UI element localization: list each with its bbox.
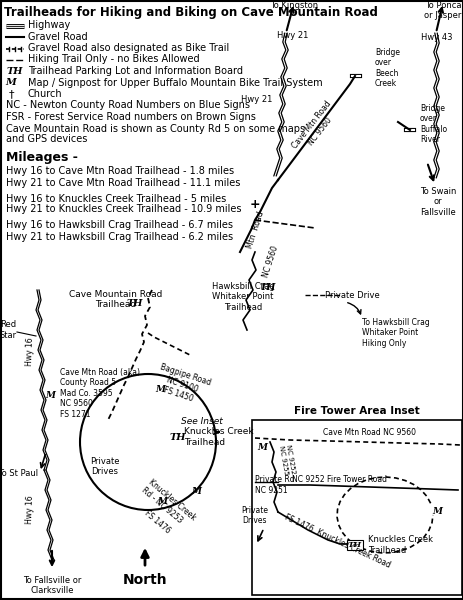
- Text: Map / Signpost for Upper Buffalo Mountain Bike Trail System: Map / Signpost for Upper Buffalo Mountai…: [28, 77, 322, 88]
- Text: Cave Mtn Road
NC 9560: Cave Mtn Road NC 9560: [290, 99, 341, 157]
- Text: TH: TH: [259, 283, 275, 292]
- Text: NC 9252 Fire Tower Road: NC 9252 Fire Tower Road: [292, 475, 387, 484]
- Text: TH: TH: [169, 433, 186, 442]
- Text: Trailhead Parking Lot and Information Board: Trailhead Parking Lot and Information Bo…: [28, 66, 243, 76]
- Text: Hawksbill Crag
Whitaker Point
Trailhead: Hawksbill Crag Whitaker Point Trailhead: [211, 282, 274, 312]
- Text: M: M: [45, 391, 55, 400]
- Text: Knuckles Creek
Rd - NC 9253: Knuckles Creek Rd - NC 9253: [140, 478, 197, 530]
- Text: Cave Mountain Road is shown as County Rd 5 on some maps: Cave Mountain Road is shown as County Rd…: [6, 124, 305, 133]
- Text: To Swain
or
Fallsville: To Swain or Fallsville: [419, 187, 455, 217]
- Text: and GPS devices: and GPS devices: [6, 133, 87, 143]
- Text: Cave Mtn Road NC 9560: Cave Mtn Road NC 9560: [323, 428, 416, 437]
- Text: Hwy 21 to Hawksbill Crag Trailhead - 6.2 miles: Hwy 21 to Hawksbill Crag Trailhead - 6.2…: [6, 232, 232, 241]
- Text: Cave Mountain Road
Trailhead: Cave Mountain Road Trailhead: [69, 290, 163, 310]
- Text: North: North: [122, 573, 167, 587]
- Text: Hwy 43: Hwy 43: [420, 34, 451, 43]
- Text: Hiking Trail Only - no Bikes Allowed: Hiking Trail Only - no Bikes Allowed: [28, 55, 199, 64]
- Text: Private Rd
NC 9251: Private Rd NC 9251: [255, 475, 294, 494]
- Text: NC 9252
NC 9255: NC 9252 NC 9255: [277, 444, 295, 476]
- Text: TH: TH: [126, 299, 143, 308]
- Text: Private
Drives: Private Drives: [241, 506, 268, 525]
- Text: Hwy 21 to Cave Mtn Road Trailhead - 11.1 miles: Hwy 21 to Cave Mtn Road Trailhead - 11.1…: [6, 178, 240, 187]
- Text: To Fallsville or
Clarksville: To Fallsville or Clarksville: [23, 576, 81, 595]
- Text: Hwy 16 to Knuckles Creek Trailhead - 5 miles: Hwy 16 to Knuckles Creek Trailhead - 5 m…: [6, 193, 226, 203]
- Text: Cave Mtn Road (aka)
County Road 5
Mad Co. 3595
NC 9560
FS 1271: Cave Mtn Road (aka) County Road 5 Mad Co…: [60, 368, 140, 419]
- Text: Highway: Highway: [28, 20, 70, 30]
- Text: Private Drive: Private Drive: [324, 290, 379, 299]
- Text: FS 1476  Knuckles Creek Road: FS 1476 Knuckles Creek Road: [283, 513, 392, 570]
- Text: FS 1476: FS 1476: [143, 509, 172, 535]
- Text: See Inset: See Inset: [181, 417, 222, 426]
- Text: Trailheads for Hiking and Biking on Cave Mountain Road: Trailheads for Hiking and Biking on Cave…: [4, 6, 377, 19]
- Text: Gravel Road: Gravel Road: [28, 31, 88, 41]
- Text: M: M: [6, 78, 16, 87]
- Text: To Kingston: To Kingston: [269, 1, 317, 10]
- Text: NC - Newton County Road Numbers on Blue Signs: NC - Newton County Road Numbers on Blue …: [6, 100, 250, 110]
- Text: M: M: [257, 443, 266, 452]
- Text: Bagpipe Road
NC 9100
FS 1450: Bagpipe Road NC 9100 FS 1450: [152, 362, 211, 407]
- Text: FSR - Forest Service Road numbers on Brown Signs: FSR - Forest Service Road numbers on Bro…: [6, 112, 255, 122]
- Text: Fire Tower Area Inset: Fire Tower Area Inset: [294, 406, 419, 416]
- Text: Mileages -: Mileages -: [6, 151, 78, 164]
- Text: Red
Star: Red Star: [0, 320, 17, 340]
- Text: +: +: [249, 199, 260, 211]
- Text: Hwy 16: Hwy 16: [25, 338, 35, 367]
- Text: M: M: [431, 508, 441, 517]
- Text: TH: TH: [347, 541, 361, 549]
- Text: Hwy 16 to Cave Mtn Road Trailhead - 1.8 miles: Hwy 16 to Cave Mtn Road Trailhead - 1.8 …: [6, 166, 234, 176]
- Text: Knuckles Creek
Trailhead: Knuckles Creek Trailhead: [184, 427, 253, 446]
- Bar: [251, 420, 461, 595]
- Text: Gravel Road also designated as Bike Trail: Gravel Road also designated as Bike Trai…: [28, 43, 229, 53]
- Text: NC 9560: NC 9560: [260, 245, 279, 279]
- Text: TH: TH: [7, 67, 24, 76]
- Text: To Hawksbill Crag
Whitaker Point
Hiking Only: To Hawksbill Crag Whitaker Point Hiking …: [361, 318, 429, 348]
- Text: Mtn  Road: Mtn Road: [245, 210, 266, 250]
- Text: Bridge
over
Beech
Creek: Bridge over Beech Creek: [374, 48, 399, 88]
- Text: M: M: [155, 385, 165, 395]
- Text: Private
Drives: Private Drives: [90, 457, 119, 476]
- Text: Hwy 16 to Hawksbill Crag Trailhead - 6.7 miles: Hwy 16 to Hawksbill Crag Trailhead - 6.7…: [6, 220, 232, 230]
- Text: †: †: [8, 89, 14, 99]
- Text: Hwy 21 to Knuckles Creek Trailhead - 10.9 miles: Hwy 21 to Knuckles Creek Trailhead - 10.…: [6, 205, 241, 214]
- Text: Hwy 21: Hwy 21: [276, 31, 308, 40]
- Text: To Ponca
or Jasper: To Ponca or Jasper: [423, 1, 461, 20]
- Text: To St Paul: To St Paul: [0, 469, 38, 479]
- Text: M: M: [156, 497, 167, 506]
- Text: Knuckles Creek
Trailhead: Knuckles Creek Trailhead: [367, 535, 432, 554]
- Text: Bridge
over
Buffalo
River: Bridge over Buffalo River: [419, 104, 446, 144]
- Text: Hwy 21: Hwy 21: [240, 95, 271, 104]
- Text: Hwy 16: Hwy 16: [25, 496, 35, 524]
- Text: M: M: [191, 487, 200, 497]
- Text: Church: Church: [28, 89, 63, 99]
